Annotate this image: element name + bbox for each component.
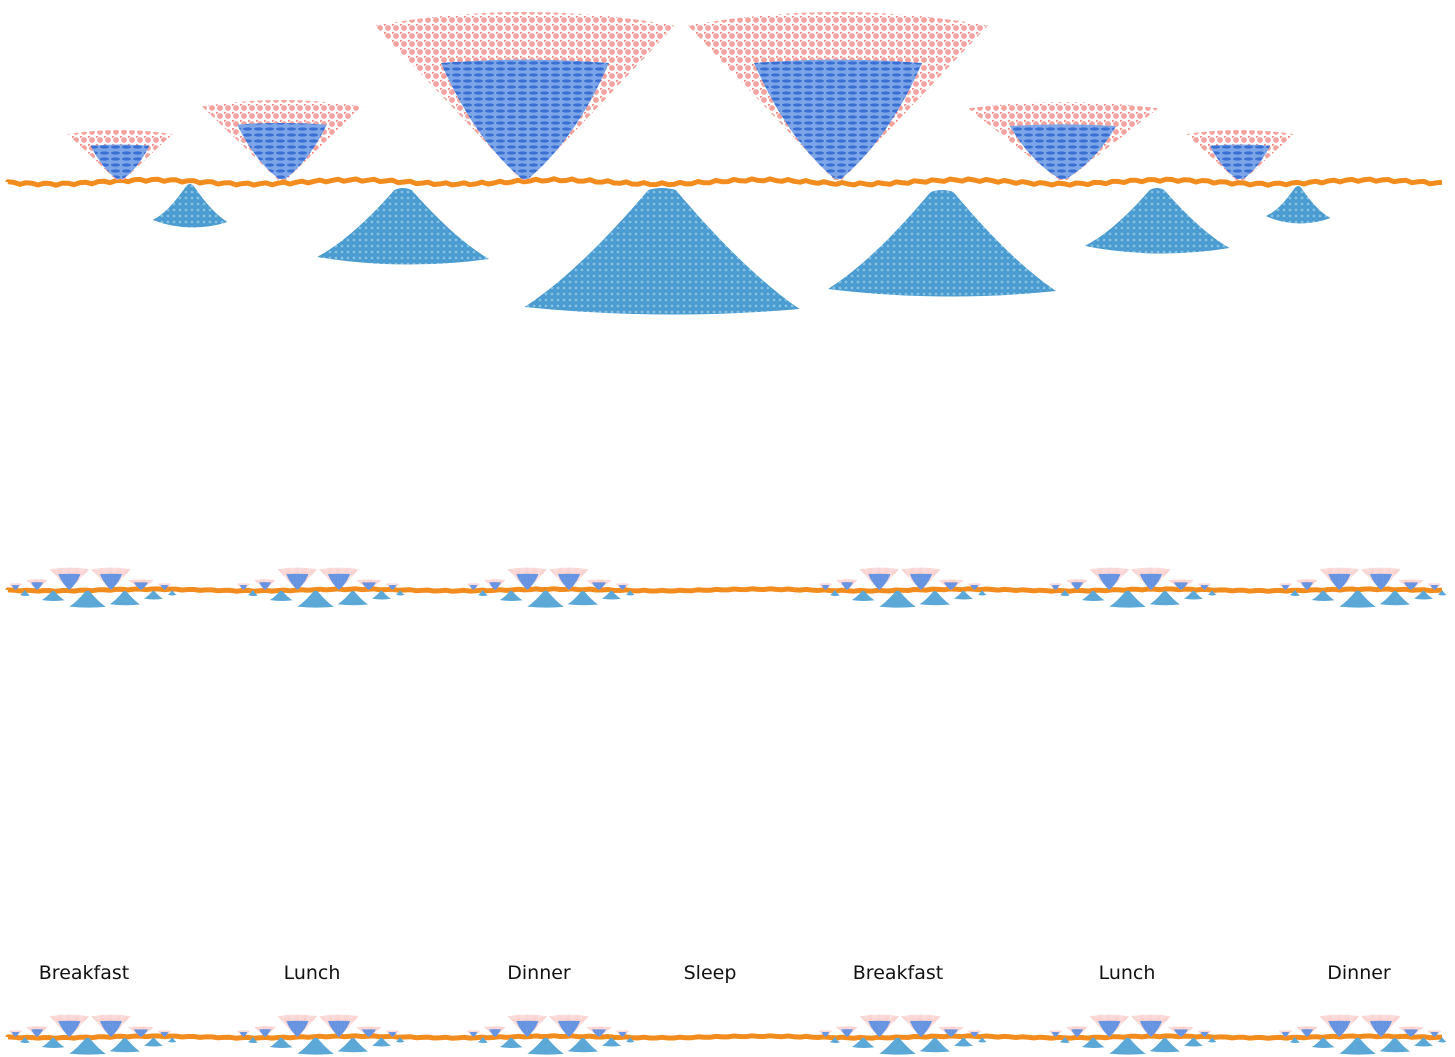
labels: Breakfast Lunch Dinner Sleep Breakfast L… <box>39 962 1391 984</box>
timeline-line <box>8 1036 1442 1039</box>
label: Breakfast <box>853 962 943 984</box>
label: Breakfast <box>39 962 129 984</box>
diagram: Breakfast Lunch Dinner Sleep Breakfast L… <box>0 0 1455 1057</box>
motif-large <box>68 12 1331 315</box>
label: Sleep <box>684 962 737 984</box>
label: Dinner <box>507 962 571 984</box>
timeline-line <box>8 589 1442 592</box>
label: Lunch <box>284 962 341 984</box>
label: Dinner <box>1327 962 1391 984</box>
page: {"labels": ["Breakfast", "Lunch", "Dinne… <box>0 0 1455 1057</box>
label: Lunch <box>1099 962 1156 984</box>
timeline-line <box>8 179 1442 185</box>
timeline <box>8 179 1442 185</box>
